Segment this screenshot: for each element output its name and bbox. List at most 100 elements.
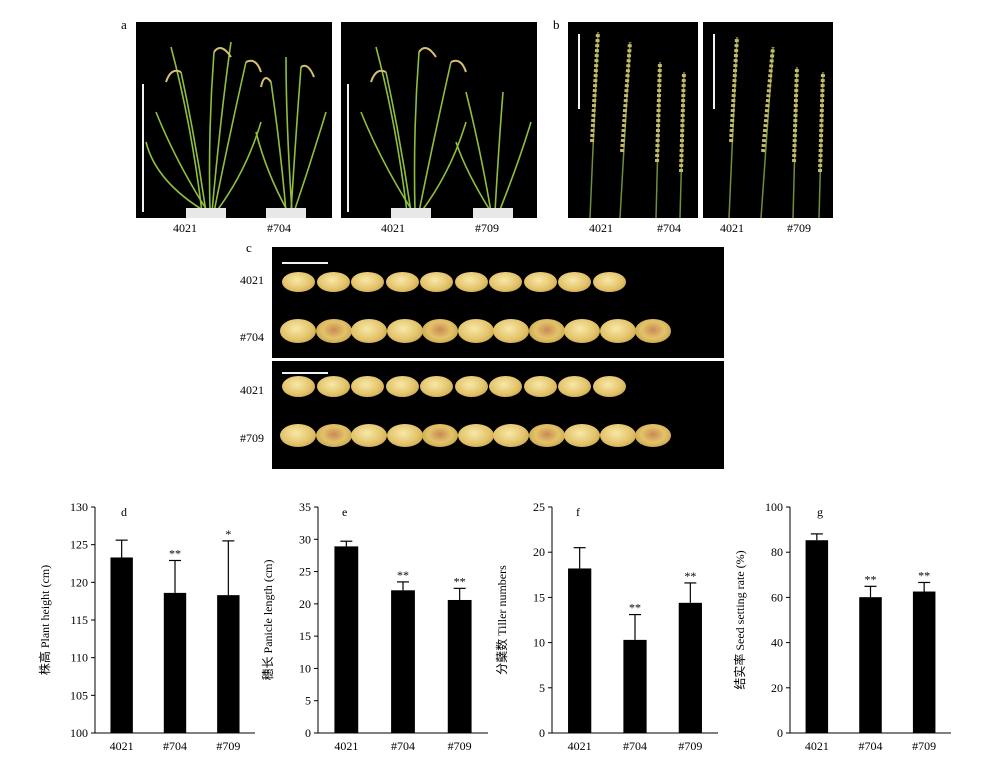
rice-grain — [316, 376, 350, 397]
y-tick-label: 30 — [299, 532, 311, 546]
rice-grain — [280, 319, 316, 343]
bar — [678, 602, 702, 733]
rice-grain — [523, 376, 557, 397]
label-4021: 4021 — [173, 221, 197, 235]
bar — [217, 595, 240, 733]
significance-label: ** — [454, 574, 466, 588]
x-tick-label: 4021 — [568, 739, 592, 753]
bar — [391, 590, 415, 733]
y-tick-label: 60 — [771, 590, 783, 604]
scale-bar — [347, 84, 349, 212]
y-tick-label: 125 — [70, 538, 88, 552]
scale-bar — [142, 84, 144, 212]
significance-label: ** — [865, 572, 877, 586]
bar — [568, 568, 592, 733]
bar — [334, 546, 359, 733]
y-tick-label: 15 — [533, 590, 545, 604]
bar — [623, 639, 647, 733]
rice-grain — [316, 272, 350, 292]
rice-grain — [351, 272, 384, 292]
label-4021: 4021 — [589, 221, 613, 235]
rice-grain — [592, 376, 626, 397]
rice-grain — [351, 319, 387, 343]
x-tick-label: 4021 — [334, 739, 358, 753]
y-tick-label: 35 — [299, 500, 311, 514]
rice-grain — [564, 319, 600, 343]
y-tick-label: 0 — [539, 726, 545, 740]
rice-grain — [558, 376, 591, 397]
y-axis-label: 穗长 Panicle length (cm) — [261, 560, 275, 681]
rice-grain — [420, 272, 453, 292]
significance-label: ** — [918, 568, 930, 582]
rice-grain — [457, 424, 494, 447]
rice-grain — [528, 319, 565, 343]
y-tick-label: 25 — [533, 500, 545, 514]
row-label-4021: 4021 — [240, 383, 264, 397]
rice-grain — [489, 272, 522, 292]
panel-letter: g — [817, 505, 823, 519]
rice-grain — [282, 272, 315, 292]
scale-bar — [713, 34, 715, 109]
y-tick-label: 10 — [533, 636, 545, 650]
rice-grain — [420, 376, 453, 397]
rice-grain — [315, 319, 352, 343]
rice-grain — [599, 424, 636, 447]
y-tick-label: 110 — [70, 651, 88, 665]
panel-c-top-box — [272, 247, 724, 358]
rice-grain — [528, 424, 565, 447]
x-tick-label: #704 — [859, 739, 883, 753]
label-4021: 4021 — [381, 221, 405, 235]
y-tick-label: 15 — [299, 629, 311, 643]
row-label-709: #709 — [240, 431, 264, 445]
y-tick-label: 20 — [533, 545, 545, 559]
bar — [163, 592, 187, 733]
panel-letter: e — [342, 505, 347, 519]
panel-b-photo-left — [568, 22, 698, 218]
panel-b-photo-right — [703, 22, 833, 218]
y-tick-label: 0 — [777, 726, 783, 740]
rice-grain — [351, 376, 384, 397]
y-tick-label: 100 — [70, 726, 88, 740]
y-tick-label: 105 — [70, 688, 88, 702]
y-axis-label: 株高 Plant height (cm) — [37, 565, 52, 675]
panel-letter: f — [576, 505, 580, 519]
rice-grain — [635, 424, 671, 447]
x-tick-label: #704 — [391, 739, 415, 753]
y-tick-label: 80 — [771, 545, 783, 559]
scale-bar — [578, 34, 580, 109]
x-tick-label: #709 — [678, 739, 702, 753]
significance-label: ** — [169, 546, 181, 560]
bar — [110, 557, 133, 733]
x-tick-label: #704 — [163, 739, 187, 753]
label-709: #709 — [787, 221, 811, 235]
rice-grain — [457, 319, 494, 343]
label-704: #704 — [657, 221, 681, 235]
y-tick-label: 20 — [299, 597, 311, 611]
panel-a-photo-left — [136, 22, 332, 218]
rice-grain — [422, 319, 458, 343]
x-tick-label: 4021 — [805, 739, 829, 753]
rice-grain — [386, 424, 423, 447]
rice-grain — [592, 272, 626, 292]
plant-illustration — [145, 41, 327, 218]
rice-grain — [386, 319, 423, 343]
panel-b-letter: b — [553, 17, 560, 32]
label-4021: 4021 — [720, 221, 744, 235]
x-tick-label: #709 — [216, 739, 240, 753]
x-tick-label: #709 — [912, 739, 936, 753]
rice-grain — [282, 376, 315, 397]
y-tick-label: 100 — [765, 500, 783, 514]
y-axis-label: 分蘖数 Tiller numbers — [494, 565, 509, 675]
row-label-704: #704 — [240, 330, 264, 344]
rice-grain — [385, 272, 419, 292]
y-tick-label: 130 — [70, 500, 88, 514]
significance-label: ** — [629, 601, 641, 615]
rice-grain — [635, 319, 671, 343]
x-tick-label: #709 — [448, 739, 472, 753]
y-tick-label: 10 — [299, 661, 311, 675]
x-tick-label: #704 — [623, 739, 647, 753]
bar — [447, 599, 472, 733]
rice-grain — [422, 424, 458, 447]
label-709: #709 — [475, 221, 499, 235]
